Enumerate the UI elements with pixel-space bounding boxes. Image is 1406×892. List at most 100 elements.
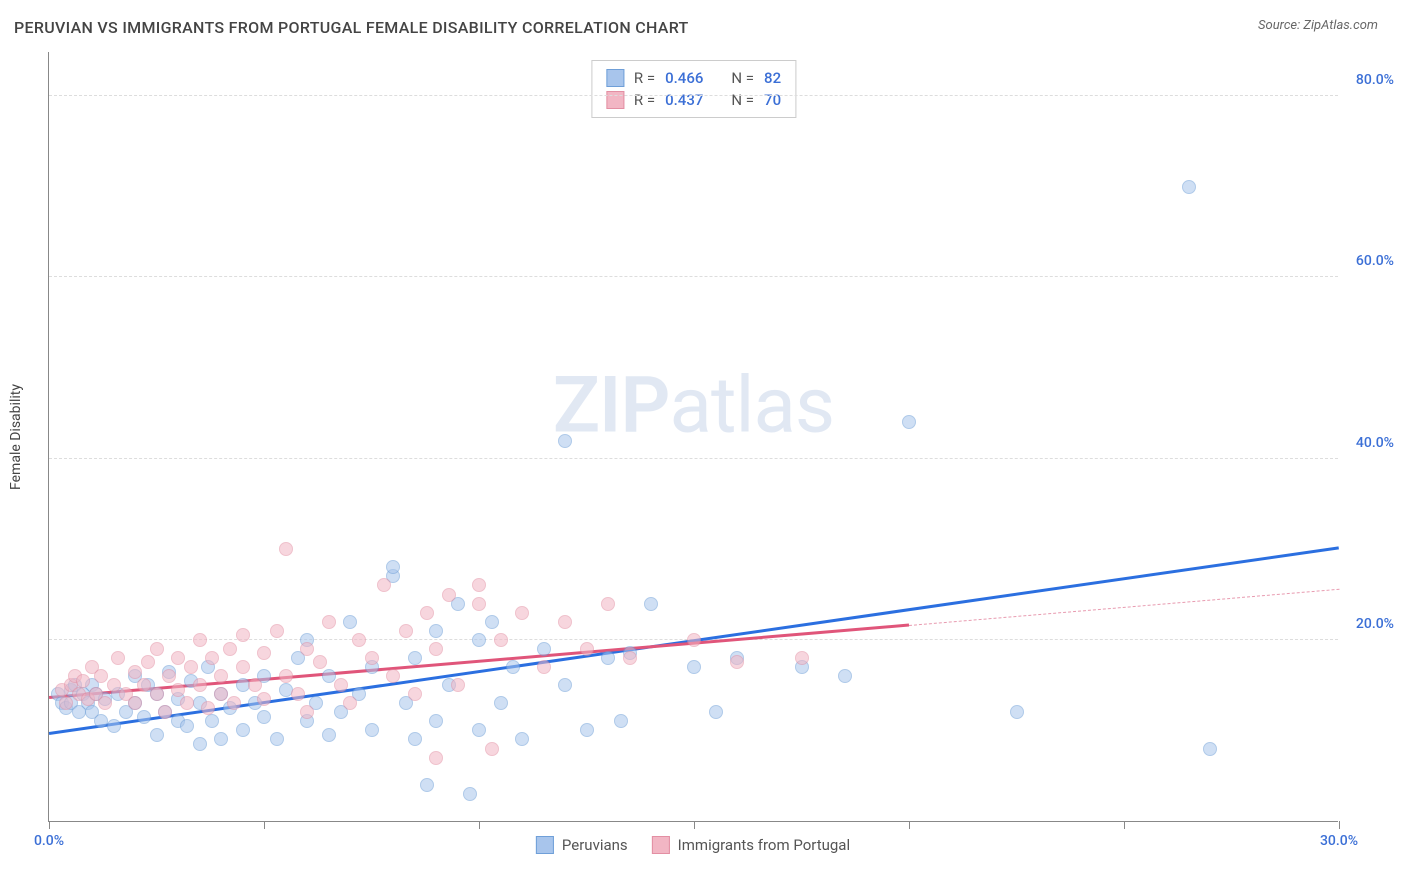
chart-title: PERUVIAN VS IMMIGRANTS FROM PORTUGAL FEM… <box>14 18 689 37</box>
x-tick-label: 0.0% <box>34 833 64 849</box>
data-point <box>279 542 293 556</box>
data-point <box>463 787 477 801</box>
watermark: ZIPatlas <box>553 360 834 451</box>
data-point <box>558 615 572 629</box>
data-point <box>59 696 73 710</box>
data-point <box>171 651 185 665</box>
data-point <box>429 714 443 728</box>
data-point <box>107 678 121 692</box>
data-point <box>408 687 422 701</box>
data-point <box>687 660 701 674</box>
data-point <box>485 742 499 756</box>
data-point <box>451 678 465 692</box>
data-point <box>279 683 293 697</box>
data-point <box>429 751 443 765</box>
data-point <box>300 642 314 656</box>
data-point <box>442 588 456 602</box>
data-point <box>558 434 572 448</box>
data-point <box>128 665 142 679</box>
data-point <box>1182 180 1196 194</box>
data-point <box>580 723 594 737</box>
data-point <box>537 660 551 674</box>
data-point <box>420 778 434 792</box>
data-point <box>236 723 250 737</box>
legend-item: Peruvians <box>536 836 628 854</box>
data-point <box>494 633 508 647</box>
gridline <box>49 95 1338 96</box>
data-point <box>623 651 637 665</box>
legend-swatch <box>606 69 624 87</box>
legend-row: R =0.466N =82 <box>606 67 781 89</box>
x-tick <box>694 821 695 829</box>
chart-area: Female Disability ZIPatlas R =0.466N =82… <box>48 52 1338 822</box>
data-point <box>205 714 219 728</box>
data-point <box>429 642 443 656</box>
data-point <box>214 732 228 746</box>
data-point <box>111 651 125 665</box>
gridline <box>49 458 1338 459</box>
legend-swatch <box>536 836 554 854</box>
data-point <box>408 651 422 665</box>
y-tick-label: 20.0% <box>1356 616 1394 632</box>
legend-swatch <box>652 836 670 854</box>
data-point <box>214 687 228 701</box>
data-point <box>279 669 293 683</box>
data-point <box>472 633 486 647</box>
data-point <box>558 678 572 692</box>
legend-correlation: R =0.466N =82R =0.437N =70 <box>591 60 796 118</box>
gridline <box>49 276 1338 277</box>
data-point <box>223 642 237 656</box>
data-point <box>343 615 357 629</box>
data-point <box>537 642 551 656</box>
data-point <box>270 624 284 638</box>
data-point <box>236 660 250 674</box>
data-point <box>1010 705 1024 719</box>
data-point <box>343 696 357 710</box>
data-point <box>94 714 108 728</box>
data-point <box>150 642 164 656</box>
data-point <box>313 655 327 669</box>
data-point <box>201 701 215 715</box>
data-point <box>365 723 379 737</box>
data-point <box>322 728 336 742</box>
data-point <box>687 633 701 647</box>
data-point <box>76 674 90 688</box>
data-point <box>158 705 172 719</box>
data-point <box>322 669 336 683</box>
legend-item: Immigrants from Portugal <box>652 836 850 854</box>
data-point <box>128 696 142 710</box>
data-point <box>902 415 916 429</box>
trendline-extension <box>909 589 1339 626</box>
y-tick-label: 80.0% <box>1356 72 1394 88</box>
legend-r-label: R = <box>634 91 655 109</box>
data-point <box>162 669 176 683</box>
data-point <box>150 687 164 701</box>
data-point <box>838 669 852 683</box>
data-point <box>205 651 219 665</box>
data-point <box>709 705 723 719</box>
data-point <box>614 714 628 728</box>
chart-header: PERUVIAN VS IMMIGRANTS FROM PORTUGAL FEM… <box>0 0 1406 45</box>
data-point <box>150 728 164 742</box>
data-point <box>377 578 391 592</box>
data-point <box>386 669 400 683</box>
data-point <box>107 719 121 733</box>
x-tick <box>1124 821 1125 829</box>
data-point <box>352 633 366 647</box>
data-point <box>322 615 336 629</box>
y-tick-label: 40.0% <box>1356 435 1394 451</box>
data-point <box>408 732 422 746</box>
data-point <box>248 678 262 692</box>
data-point <box>137 710 151 724</box>
data-point <box>180 719 194 733</box>
data-point <box>227 696 241 710</box>
legend-label: Immigrants from Portugal <box>678 836 850 854</box>
data-point <box>472 723 486 737</box>
data-point <box>494 696 508 710</box>
legend-r-label: R = <box>634 69 655 87</box>
scatter-plot: ZIPatlas R =0.466N =82R =0.437N =70 20.0… <box>48 52 1338 822</box>
x-tick-label: 30.0% <box>1320 833 1358 849</box>
x-tick <box>1339 821 1340 829</box>
data-point <box>257 646 271 660</box>
data-point <box>193 678 207 692</box>
